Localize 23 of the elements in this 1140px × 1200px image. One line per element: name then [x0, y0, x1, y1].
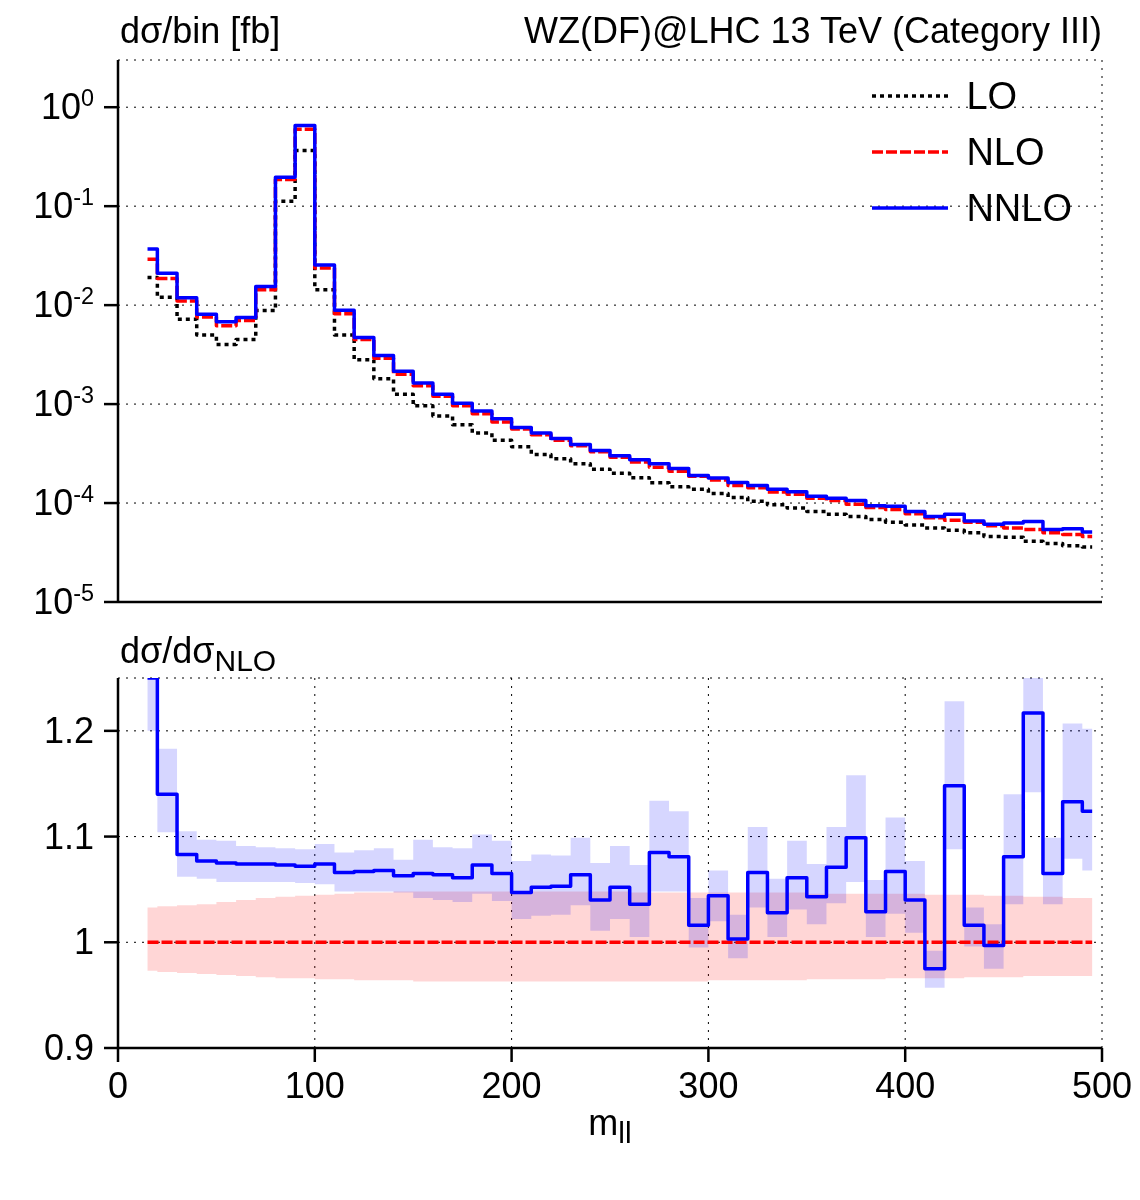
x-tick-label: 400	[875, 1065, 936, 1106]
y-tick-label: 1.2	[43, 709, 94, 751]
y-tick-label: 0.9	[43, 1027, 94, 1068]
y-tick-label: 10$^{0}$	[40, 85, 94, 128]
y-tick-label: 10$^{-2}$	[33, 283, 94, 326]
y-tick-label: 10$^{-3}$	[33, 382, 94, 425]
y-tick-label: 10$^{-4}$	[33, 481, 94, 524]
y-tick-label: 10$^{-1}$	[33, 184, 94, 227]
y-axis-title: dσ/dσ$_{NLO}$	[120, 630, 277, 679]
chart-title: WZ(DF)@LHC 13 TeV (Category III)	[524, 10, 1102, 52]
legend-label: LO	[966, 74, 1018, 118]
y-tick-label: 10$^{-5}$	[33, 580, 94, 622]
legend-label: NLO	[966, 130, 1045, 174]
y-tick-label: 1.1	[43, 815, 94, 857]
x-tick-label: 100	[284, 1065, 345, 1106]
x-tick-label: 500	[1071, 1065, 1133, 1106]
x-axis-title: m$_{ll}$	[588, 1102, 632, 1150]
y-tick-label: 1	[73, 921, 94, 963]
x-tick-label: 0	[107, 1065, 129, 1106]
x-tick-label: 200	[481, 1065, 542, 1106]
legend-label: NNLO	[966, 186, 1072, 230]
y-axis-title: dσ/bin [fb]	[120, 10, 281, 52]
x-tick-label: 300	[678, 1065, 739, 1106]
